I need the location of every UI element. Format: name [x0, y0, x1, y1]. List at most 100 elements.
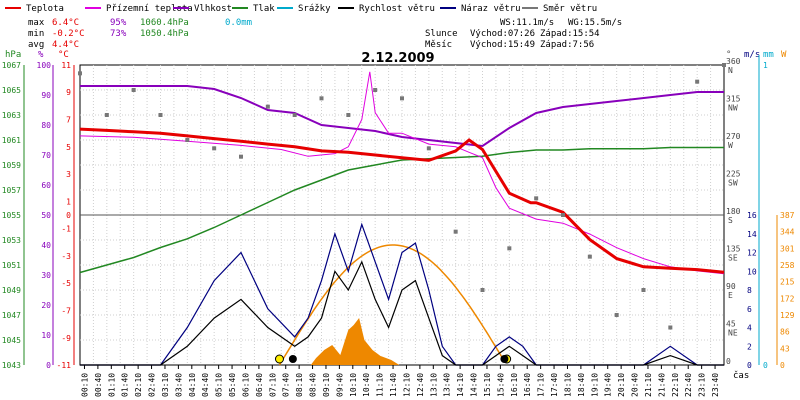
solar-tick: 86	[780, 328, 790, 337]
direction-tick-label: SW	[728, 179, 738, 188]
direction-tick-label: E	[728, 291, 733, 300]
moonrise-info: Východ:15:49	[470, 40, 535, 50]
x-tick-label: 17:40	[550, 373, 559, 397]
stat-max-rain: 0.0mm	[225, 18, 252, 28]
rain-unit: mm	[763, 50, 774, 60]
solar-tick: 129	[780, 311, 795, 320]
humidity-tick: 100	[37, 61, 52, 70]
wind-tick: 8	[747, 286, 752, 295]
rain-tick: 0	[763, 361, 768, 370]
wind-tick: 0	[747, 361, 752, 370]
y-axes: 1067106510631061105910571055105310511049…	[2, 55, 795, 370]
moonset-marker	[288, 355, 297, 363]
temp-tick: 5	[66, 143, 71, 152]
solar-tick: 0	[780, 361, 785, 370]
sunset-info: Západ:15:54	[540, 29, 600, 39]
x-tick-label: 05:40	[228, 373, 237, 397]
series-direction-point	[265, 104, 270, 109]
temp-tick: 7	[66, 116, 71, 125]
x-tick-label: 00:40	[94, 373, 103, 397]
moonset-info: Západ:7:56	[540, 40, 594, 50]
x-tick-label: 04:10	[188, 373, 197, 397]
sunrise-info: Východ:07:26	[470, 29, 535, 39]
temp-unit: °C	[58, 50, 69, 60]
series-direction-point	[587, 254, 592, 259]
stat-min-pressure: 1050.4hPa	[140, 29, 189, 39]
x-axis-label: čas	[733, 370, 749, 381]
pressure-unit: hPa	[5, 50, 21, 60]
pressure-tick: 1043	[2, 361, 21, 370]
wind-gust-info: WG:15.5m/s	[568, 18, 622, 28]
legend-label: Teplota	[26, 4, 64, 14]
solar-theoretical-line	[278, 244, 506, 366]
series-direction-point	[158, 113, 163, 117]
humidity-tick: 10	[41, 331, 51, 340]
series-ground-temp-line	[79, 71, 725, 275]
solar-tick: 43	[780, 344, 790, 353]
wind-tick: 16	[747, 211, 757, 220]
x-tick-label: 21:40	[657, 373, 666, 397]
series-direction-point	[534, 196, 539, 201]
x-tick-label: 23:40	[711, 373, 720, 397]
x-tick-label: 09:40	[335, 373, 344, 397]
pressure-tick: 1063	[2, 111, 21, 120]
sunrise-marker	[274, 354, 284, 364]
x-axis: 00:10 00:40 01:10 01:40 02:10 02:40 03:10 03:40…	[80, 365, 720, 397]
series-direction-point	[426, 146, 431, 151]
x-tick-label: 01:10	[107, 373, 116, 397]
temp-tick: -3	[61, 252, 71, 261]
direction-unit: °	[726, 50, 731, 60]
axis-units: hPa % °C ° m/s mm W	[5, 50, 787, 60]
stat-max-temp: 6.4°C	[52, 18, 79, 28]
direction-tick-label: S	[728, 216, 733, 225]
x-tick-label: 21:10	[644, 373, 653, 397]
series-direction-point	[212, 146, 217, 151]
temp-tick: -11	[57, 361, 72, 370]
stat-avg-label: avg	[28, 40, 44, 50]
series-direction-point	[131, 88, 136, 92]
stat-avg-temp: 4.4°C	[52, 40, 79, 50]
solar-tick: 215	[780, 278, 795, 287]
wind-tick: 4	[747, 324, 752, 333]
x-tick-label: 22:10	[671, 373, 680, 397]
series-direction-point	[480, 288, 485, 292]
series-direction-point	[453, 229, 458, 234]
series-wind-line	[80, 260, 724, 366]
humidity-tick: 90	[41, 91, 51, 100]
solar-tick: 344	[780, 228, 795, 237]
temp-tick: -9	[61, 334, 71, 343]
x-tick-label: 14:10	[456, 373, 465, 397]
pressure-tick: 1059	[2, 161, 21, 170]
humidity-tick: 20	[41, 301, 51, 310]
legend-label: Přízemní teplota	[106, 4, 193, 14]
direction-tick: 45	[726, 320, 736, 329]
series-pressure-line	[79, 146, 724, 274]
legend: Teplota Přízemní teplota Vlhkost Tlak Srážky…	[5, 4, 597, 14]
series-direction-point	[695, 79, 700, 84]
stat-max-label: max	[28, 18, 45, 28]
temp-tick: 9	[66, 88, 71, 97]
x-tick-label: 16:10	[510, 373, 519, 397]
stat-min-label: min	[28, 29, 44, 39]
x-tick-label: 07:40	[282, 373, 291, 397]
x-tick-label: 18:40	[577, 373, 586, 397]
direction-tick: 360	[726, 57, 741, 66]
pressure-tick: 1047	[2, 311, 21, 320]
x-tick-label: 20:40	[631, 373, 640, 397]
x-tick-label: 00:10	[80, 373, 89, 397]
x-tick-label: 10:40	[362, 373, 371, 397]
series-direction-point	[239, 154, 243, 159]
x-tick-label: 22:40	[684, 373, 693, 397]
temp-tick: 0	[66, 211, 71, 220]
pressure-tick: 1067	[2, 61, 21, 70]
legend-label: Náraz větru	[461, 4, 521, 14]
x-tick-label: 08:40	[309, 373, 318, 397]
series-direction-point	[668, 325, 673, 330]
x-tick-label: 05:10	[215, 373, 224, 397]
direction-tick-label: SE	[728, 254, 738, 263]
wind-speed-info: WS:11.1m/s	[500, 18, 554, 28]
stat-min-humidity: 73%	[110, 29, 127, 39]
direction-tick-label: N	[728, 66, 733, 75]
wind-tick: 10	[747, 267, 757, 276]
